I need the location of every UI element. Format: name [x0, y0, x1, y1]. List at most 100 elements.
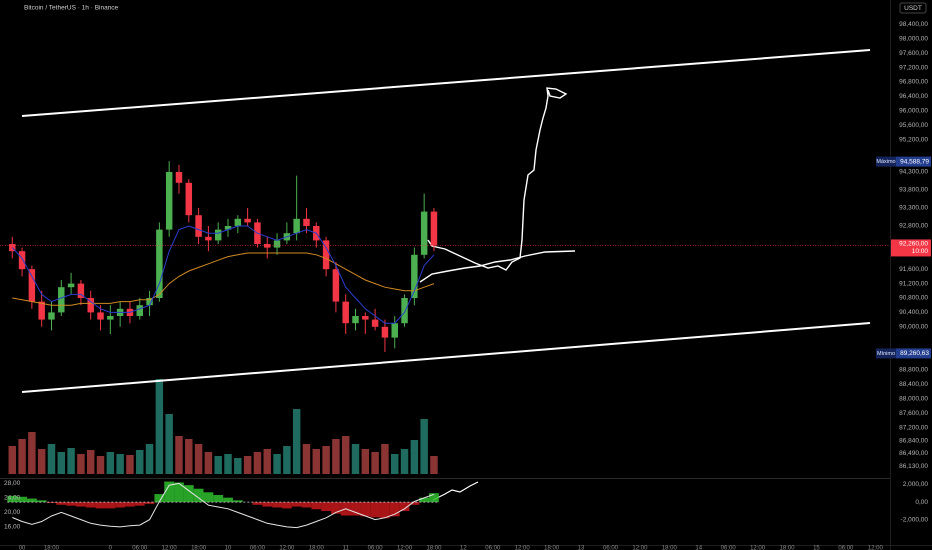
volume-bar: [273, 454, 281, 474]
histogram-bar: [56, 502, 67, 505]
candle-body: [165, 172, 173, 230]
volume-bar: [57, 452, 66, 474]
y-tick-label: 98,400,00: [899, 21, 928, 28]
volume-bar: [86, 450, 95, 474]
oscillator-left-tick: 24,00: [4, 495, 21, 502]
histogram-bar: [360, 502, 371, 517]
histogram-bar: [252, 502, 263, 505]
candle-body: [38, 301, 45, 320]
volume-bar: [283, 446, 291, 474]
candle-body: [67, 283, 75, 288]
histogram-bar: [281, 502, 292, 509]
marker-name-box: [876, 348, 896, 359]
candle-body: [9, 244, 16, 252]
y-tick-label: 98,000,00: [899, 36, 928, 43]
x-tick-label: 18:00: [662, 546, 678, 550]
candle-body: [371, 319, 379, 327]
y-tick-label: 88,000,00: [899, 396, 928, 403]
ma-slow: [12, 252, 435, 306]
volume-bar: [77, 454, 85, 474]
y-tick-label: 87,200,00: [899, 424, 928, 431]
marker-name: Mínimo: [877, 351, 895, 357]
axis-layer: 00 18:00 0 06:00 12:00 18:00 10 06:00 12:00 18:00…: [4, 21, 931, 550]
oscillator-left-tick: 16,00: [4, 524, 21, 531]
histogram-bar: [125, 502, 135, 507]
histogram-bar: [26, 498, 37, 503]
volume-bar: [341, 436, 350, 474]
volume-bar: [8, 446, 16, 474]
histogram-bar: [183, 485, 194, 503]
volume-bar: [37, 449, 46, 474]
volume-bar: [155, 379, 164, 474]
candle-body: [362, 316, 369, 320]
volume-bar: [400, 449, 409, 474]
volume-bar: [204, 452, 213, 474]
oscillator-left-tick: 28,00: [4, 480, 21, 487]
volume-bar: [312, 449, 321, 474]
candle-body: [107, 316, 114, 320]
countdown-label: 10:00: [912, 248, 929, 255]
volume-bar: [136, 450, 144, 474]
y-tick-label: 88,400,00: [899, 381, 928, 388]
y-tick-label: 93,300,00: [899, 205, 928, 212]
volume-bar: [224, 454, 232, 474]
x-tick-label: 00: [19, 546, 26, 550]
y-tick-label: 92,800,00: [899, 223, 928, 230]
y-tick-label: 93,800,00: [899, 187, 928, 194]
y-tick-label: 94,300,00: [899, 169, 928, 176]
histogram-bar: [95, 502, 106, 509]
histogram-bar: [7, 495, 18, 503]
x-tick-label: 18:00: [191, 546, 207, 550]
candle-body: [273, 240, 281, 248]
y-tick-label: 86,130,00: [899, 463, 928, 470]
volume-bar: [371, 452, 379, 474]
candle-body: [58, 287, 65, 313]
histogram-bar: [174, 482, 184, 503]
histogram-bar: [193, 488, 204, 503]
candle-body: [175, 172, 183, 183]
chart-title: Bitcoin / TetherUS · 1h · Binance: [24, 5, 119, 12]
y-tick-label: 87,600,00: [899, 410, 928, 417]
candle-body: [381, 326, 389, 338]
candle-body: [205, 236, 212, 241]
candle-body: [411, 254, 418, 298]
currency-box[interactable]: [899, 2, 927, 14]
oscillator-projection: [432, 481, 479, 501]
marker-value-box: [896, 348, 931, 359]
volume-bar: [18, 439, 26, 474]
volume-bar: [430, 456, 438, 474]
candle-body: [185, 182, 193, 216]
histogram-bar: [262, 502, 273, 507]
histogram-bar: [154, 494, 165, 503]
x-tick-label: 11: [343, 546, 350, 550]
volume-bar: [106, 452, 115, 474]
histogram-bar: [311, 502, 322, 510]
x-tick-label: 12:00: [515, 546, 531, 550]
x-tick-label: 18:00: [780, 546, 796, 550]
x-tick-label: 06:00: [603, 546, 619, 550]
volume-bar: [67, 448, 75, 474]
currency-label[interactable]: USDT: [904, 5, 922, 12]
candle-body: [332, 269, 340, 302]
lines-layer: [0, 225, 890, 324]
last-price-box: [891, 239, 931, 257]
y-tick-label: 95,200,00: [899, 136, 928, 143]
marker-value: 89,260,63: [900, 350, 929, 357]
volume-bar: [47, 444, 56, 474]
x-tick-label: 12:00: [868, 546, 884, 550]
x-tick-label: 06:00: [132, 546, 148, 550]
candle-body: [234, 218, 242, 226]
volume-bar: [253, 452, 262, 474]
histogram-bar: [301, 502, 312, 508]
volume-bar: [332, 439, 340, 474]
histogram-bar: [36, 500, 47, 503]
y-tick-label: 88,800,00: [899, 367, 928, 374]
marker-name-box: [876, 156, 896, 167]
y-tick-label: 96,800,00: [899, 79, 928, 86]
volume-bar: [116, 454, 124, 474]
x-tick-label: 06:00: [368, 546, 384, 550]
histogram-bar: [419, 497, 430, 503]
histogram-bar: [17, 496, 27, 503]
histogram-bar: [144, 502, 155, 504]
